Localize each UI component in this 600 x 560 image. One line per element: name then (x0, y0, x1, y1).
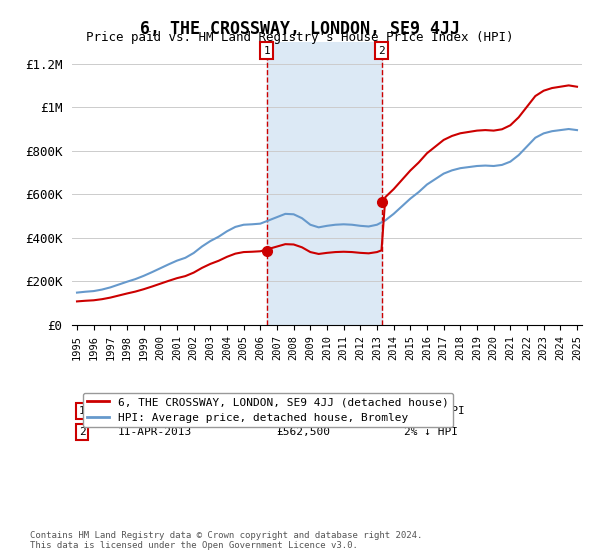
Text: £562,500: £562,500 (276, 427, 330, 437)
Text: 6, THE CROSSWAY, LONDON, SE9 4JJ: 6, THE CROSSWAY, LONDON, SE9 4JJ (140, 20, 460, 38)
Text: 1: 1 (79, 406, 86, 416)
Text: £338,000: £338,000 (276, 406, 330, 416)
Legend: 6, THE CROSSWAY, LONDON, SE9 4JJ (detached house), HPI: Average price, detached : 6, THE CROSSWAY, LONDON, SE9 4JJ (detach… (83, 393, 454, 427)
Text: 2: 2 (378, 46, 385, 55)
Text: 1: 1 (263, 46, 270, 55)
Text: 2: 2 (79, 427, 86, 437)
Text: 2% ↓ HPI: 2% ↓ HPI (404, 427, 458, 437)
Text: 26% ↓ HPI: 26% ↓ HPI (404, 406, 464, 416)
Text: 25-MAY-2006: 25-MAY-2006 (118, 406, 192, 416)
Text: Contains HM Land Registry data © Crown copyright and database right 2024.
This d: Contains HM Land Registry data © Crown c… (30, 530, 422, 550)
Text: Price paid vs. HM Land Registry's House Price Index (HPI): Price paid vs. HM Land Registry's House … (86, 31, 514, 44)
Bar (266, 42, 382, 325)
Text: 11-APR-2013: 11-APR-2013 (118, 427, 192, 437)
